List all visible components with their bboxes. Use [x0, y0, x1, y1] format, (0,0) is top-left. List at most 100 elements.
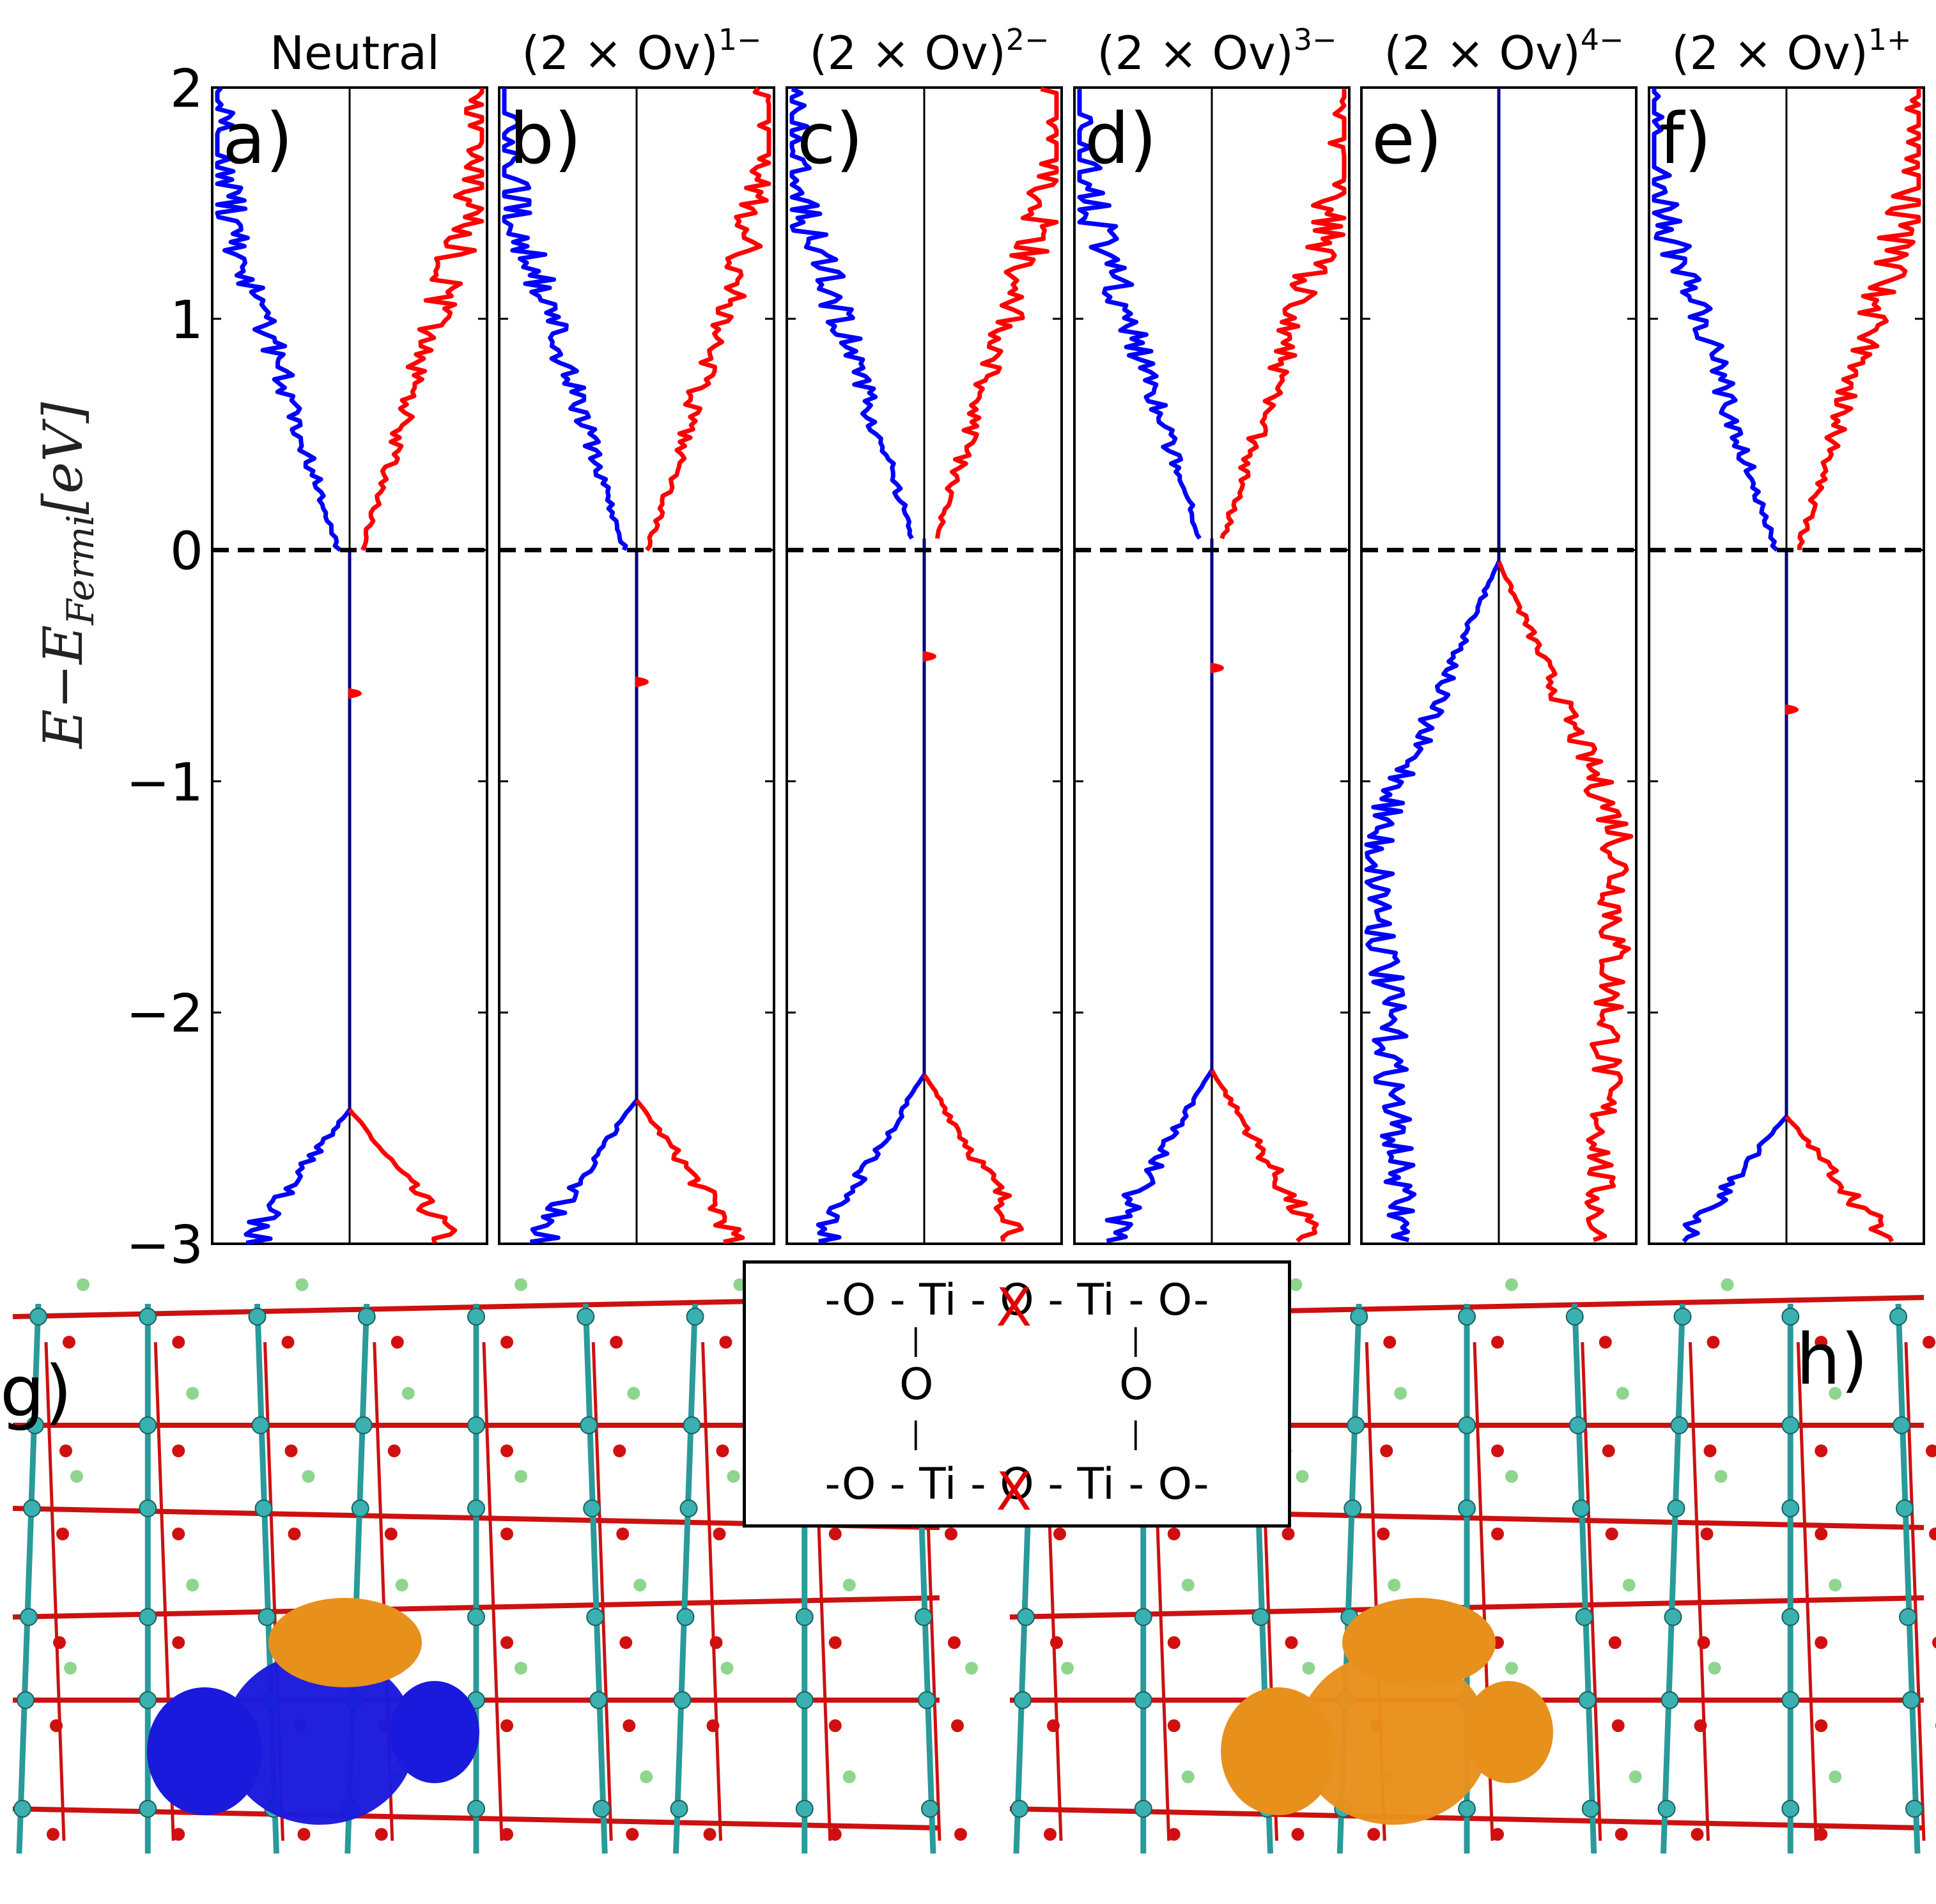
panel-letter: c) — [797, 98, 863, 180]
o-atom — [1491, 1444, 1504, 1457]
o-atom — [1697, 1636, 1710, 1649]
dopant-atom — [186, 1579, 199, 1591]
ti-atom — [254, 1499, 273, 1517]
o-atom — [1602, 1444, 1615, 1457]
ti-atom — [139, 1691, 157, 1709]
o-atom — [1377, 1528, 1390, 1540]
dopant-atom — [965, 1662, 978, 1675]
dopant-atom — [1302, 1662, 1315, 1675]
ti-atom — [1350, 1308, 1368, 1326]
vacancy-cross-bottom: X — [996, 1462, 1032, 1522]
ti-atom — [1781, 1691, 1800, 1709]
ti-atom — [1899, 1608, 1917, 1626]
ti-atom — [592, 1800, 611, 1818]
ti-atom — [351, 1499, 369, 1517]
ti-atom — [1458, 1499, 1476, 1517]
ti-atom — [1889, 1308, 1907, 1326]
panel-title: (2 × Ov)1− — [522, 22, 761, 80]
ti-atom — [1670, 1416, 1689, 1434]
y-tick-label: 1 — [170, 290, 203, 351]
ti-atom — [1581, 1800, 1600, 1818]
spin-down-dos-curve — [635, 1099, 745, 1244]
panel-f: (2 × Ov)1+ f) — [1648, 22, 1925, 1245]
dopant-atom — [70, 1470, 83, 1483]
o-atom — [375, 1828, 388, 1841]
dopant-atom — [842, 1579, 856, 1591]
ti-atom — [1905, 1800, 1923, 1818]
dopant-atom — [1061, 1662, 1074, 1675]
isosurface-lobe — [1464, 1681, 1553, 1783]
ti-atom — [1896, 1499, 1914, 1517]
ti-atom — [1568, 1416, 1587, 1434]
o-atom — [500, 1528, 513, 1540]
o-atom — [384, 1528, 398, 1540]
spin-down-dos-curve — [348, 1108, 458, 1244]
y-tick-label: 0 — [170, 522, 203, 582]
structure-letter: h) — [1796, 1319, 1868, 1400]
ti-atom — [354, 1416, 373, 1434]
spin-up-dos-curve — [1364, 561, 1501, 1242]
dopant-atom — [295, 1278, 309, 1291]
o-atom — [954, 1828, 967, 1841]
isosurface-lobe — [1342, 1598, 1496, 1687]
ti-atom — [586, 1608, 605, 1626]
o-atom — [828, 1828, 842, 1841]
dopant-atom — [1616, 1387, 1629, 1400]
y-tick-label: −2 — [126, 984, 203, 1044]
o-atom — [610, 1336, 623, 1349]
dopant-atom — [842, 1770, 856, 1783]
ti-atom — [1565, 1308, 1584, 1326]
spin-up-dos-curve — [1104, 1069, 1214, 1244]
o-atom — [948, 1636, 961, 1649]
o-atom — [1167, 1636, 1181, 1649]
defect-level-peak — [635, 676, 649, 688]
ti-atom — [1011, 1800, 1028, 1818]
o-atom — [945, 1528, 957, 1540]
dopant-atom — [633, 1579, 647, 1591]
dopant-atom — [1714, 1470, 1728, 1483]
o-atom — [828, 1528, 842, 1540]
dopant-atom — [64, 1662, 77, 1675]
panel-letter: f) — [1659, 98, 1712, 180]
o-atom — [288, 1528, 301, 1540]
ti-atom — [1017, 1608, 1035, 1626]
dopant-atom — [1829, 1770, 1842, 1783]
dopant-atom — [720, 1662, 734, 1675]
ti-atom — [918, 1691, 936, 1709]
o-atom — [1815, 1528, 1828, 1540]
dopant-atom — [1721, 1278, 1734, 1291]
dopant-atom — [640, 1770, 653, 1783]
ti-atom — [1575, 1608, 1593, 1626]
ti-atom — [357, 1308, 376, 1326]
o-atom — [1167, 1828, 1181, 1841]
dopant-atom — [727, 1470, 740, 1483]
o-atom — [1491, 1828, 1504, 1841]
o-atom — [1491, 1336, 1504, 1349]
spin-up-dos-curve — [1077, 89, 1202, 540]
dopant-atom — [515, 1278, 527, 1291]
panel-b: (2 × Ov)1− b) — [498, 22, 775, 1245]
dopant-atom — [1505, 1278, 1518, 1291]
y-tick-label: 2 — [170, 59, 203, 120]
ti-atom — [589, 1691, 608, 1709]
spin-down-dos-curve — [1797, 88, 1921, 550]
dopant-atom — [1629, 1770, 1642, 1783]
o-atom — [1926, 1444, 1936, 1457]
dopant-atom — [1829, 1387, 1842, 1400]
o-atom — [53, 1636, 66, 1649]
spin-down-dos-curve — [1785, 1115, 1894, 1243]
dopant-atom — [395, 1579, 408, 1591]
spin-up-dos-curve — [1682, 1115, 1788, 1243]
y-tick-label: −3 — [126, 1215, 203, 1276]
spin-down-dos-curve — [645, 86, 771, 552]
ti-atom — [915, 1608, 933, 1626]
o-bond — [1796, 1342, 1818, 1841]
ti-atom — [251, 1416, 270, 1434]
dopant-atom — [1505, 1470, 1518, 1483]
panel-letter: e) — [1372, 98, 1443, 180]
o-bond — [44, 1342, 66, 1841]
o-atom — [1932, 1636, 1936, 1649]
